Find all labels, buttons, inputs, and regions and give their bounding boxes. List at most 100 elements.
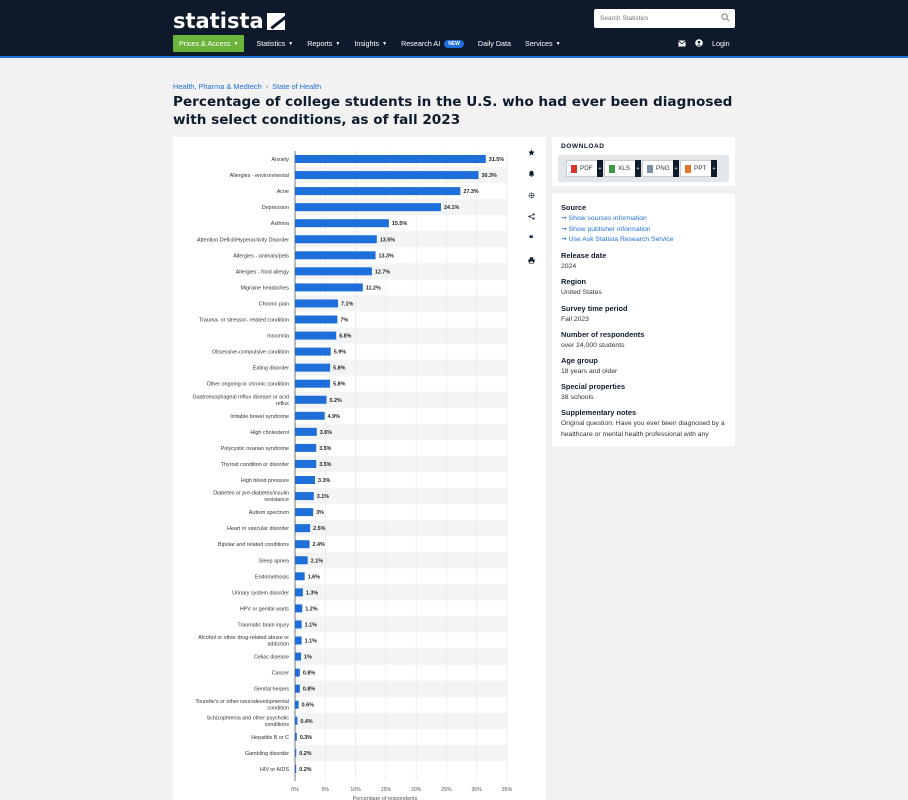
download-ppt-button[interactable]: PPT + bbox=[680, 160, 717, 177]
chevron-down-icon: ▼ bbox=[288, 40, 294, 47]
chevron-down-icon: ▼ bbox=[382, 40, 388, 47]
download-label: PDF bbox=[580, 165, 593, 172]
nav-insights[interactable]: Insights ▼ bbox=[354, 39, 387, 48]
nav-label: Statistics bbox=[256, 39, 286, 48]
nav-label: Insights bbox=[354, 39, 380, 48]
data-label: 2.1% bbox=[311, 558, 323, 564]
page-title: Percentage of college students in the U.… bbox=[173, 94, 733, 128]
bar bbox=[295, 604, 303, 613]
data-label: 30.3% bbox=[482, 173, 497, 179]
data-label: 15.5% bbox=[392, 221, 407, 227]
y-tick-label: Asthma bbox=[271, 221, 289, 227]
survey-period-label: Survey time period bbox=[561, 304, 628, 313]
data-label: 1.6% bbox=[308, 574, 320, 580]
y-tick-label: Anxiety bbox=[271, 157, 289, 163]
favorite-button[interactable] bbox=[521, 143, 541, 161]
y-tick-label-line: conditions bbox=[265, 722, 290, 728]
data-label: 0.8% bbox=[303, 687, 315, 693]
show-publisher-link[interactable]: ➞ Show publisher information bbox=[561, 225, 674, 236]
nav-statistics[interactable]: Statistics ▼ bbox=[256, 39, 293, 48]
bar bbox=[295, 283, 363, 292]
special-properties-value: 38 schools bbox=[561, 394, 594, 401]
show-sources-link[interactable]: ➞ Show sources information bbox=[561, 214, 674, 225]
download-png-button[interactable]: PNG + bbox=[642, 160, 679, 177]
bar bbox=[295, 427, 317, 436]
bar bbox=[295, 395, 327, 404]
share-button[interactable] bbox=[521, 207, 541, 226]
y-tick-label-line: Tourette's or other neurodevelopmental bbox=[195, 699, 289, 705]
bar bbox=[295, 235, 377, 244]
y-tick-label: Cancer bbox=[272, 671, 290, 677]
printer-icon bbox=[527, 257, 535, 264]
respondents-value: over 24,000 students bbox=[561, 342, 625, 349]
ask-research-service-link[interactable]: ➞ Use Ask Statista Research Service bbox=[561, 235, 674, 246]
bar bbox=[295, 315, 338, 324]
nav-label: Daily Data bbox=[477, 39, 512, 48]
xls-file-icon bbox=[609, 164, 615, 173]
bar bbox=[295, 636, 302, 645]
y-tick-label: Urinary system disorder bbox=[232, 590, 289, 596]
row-stripe bbox=[295, 391, 507, 408]
x-tick-label: 20% bbox=[411, 787, 422, 793]
bar bbox=[295, 331, 337, 340]
survey-period-section: Survey time period Fall 2023 bbox=[561, 304, 628, 326]
supplementary-notes-label: Supplementary notes bbox=[561, 408, 637, 417]
data-label: 3% bbox=[316, 510, 324, 516]
y-tick-label: Insomnia bbox=[267, 334, 289, 340]
data-label: 1.2% bbox=[305, 606, 317, 612]
settings-button[interactable] bbox=[521, 186, 541, 205]
data-label: 5.2% bbox=[329, 398, 341, 404]
y-tick-label: Alcohol or other drug-related abuse or ad… bbox=[198, 635, 289, 648]
x-axis-label: Percentage of respondents bbox=[353, 796, 418, 800]
bar bbox=[295, 443, 317, 452]
search-input[interactable] bbox=[600, 12, 715, 25]
login-link[interactable]: Login bbox=[712, 39, 730, 48]
user-icon[interactable] bbox=[695, 39, 703, 47]
nav-daily-data[interactable]: Daily Data bbox=[478, 39, 511, 48]
y-tick-label: HIV or AIDS bbox=[260, 767, 289, 773]
y-tick-label: Schizophrenia and other psychotic conditi… bbox=[207, 715, 290, 728]
statista-logo[interactable]: statista bbox=[173, 9, 285, 33]
bar-chart: 0% 5% 10% 15% 20% 25% 30% 35% 31.5% Anxiety 30.3% A… bbox=[193, 151, 513, 800]
search-icon[interactable] bbox=[721, 13, 730, 22]
nav-research-ai[interactable]: Research AI NEW bbox=[401, 39, 464, 48]
print-button[interactable] bbox=[521, 251, 541, 270]
nav-prices-access[interactable]: Prices & Access ▼ bbox=[173, 35, 245, 52]
bar bbox=[295, 508, 314, 517]
row-stripe bbox=[295, 584, 507, 601]
cite-button[interactable]: ❝ bbox=[521, 229, 541, 248]
bar bbox=[295, 251, 376, 260]
data-label: 0.4% bbox=[300, 719, 312, 725]
breadcrumb-item[interactable]: Health, Pharma & Medtech bbox=[173, 82, 262, 91]
chevron-down-icon: ▼ bbox=[335, 40, 341, 47]
age-group-label: Age group bbox=[561, 356, 598, 365]
y-tick-label: Allergies - food allergy bbox=[236, 269, 290, 275]
star-icon bbox=[527, 148, 535, 156]
notification-button[interactable] bbox=[521, 164, 541, 183]
nav-services[interactable]: Services ▼ bbox=[525, 39, 561, 48]
y-tick-label-line: Gastroesophageal reflux disease or acid bbox=[193, 394, 290, 400]
y-tick-label: Polycystic ovarian syndrome bbox=[221, 446, 289, 452]
plus-icon: + bbox=[673, 160, 679, 177]
nav-reports[interactable]: Reports ▼ bbox=[307, 39, 340, 48]
bar bbox=[295, 684, 300, 693]
data-label: 7% bbox=[340, 318, 348, 324]
bar bbox=[295, 588, 303, 597]
mail-icon[interactable] bbox=[678, 40, 686, 47]
plus-icon: + bbox=[635, 160, 641, 177]
bar bbox=[295, 652, 302, 661]
y-tick-label: Eating disorder bbox=[253, 366, 289, 372]
data-label: 24.1% bbox=[444, 205, 459, 211]
breadcrumb-item[interactable]: State of Health bbox=[272, 82, 322, 91]
bell-icon bbox=[528, 170, 534, 178]
download-pdf-button[interactable]: PDF + bbox=[566, 160, 603, 177]
row-stripe bbox=[295, 327, 507, 344]
data-label: 2.4% bbox=[313, 542, 325, 548]
y-tick-label: Irritable bowel syndrome bbox=[230, 414, 289, 420]
bar bbox=[295, 620, 302, 629]
x-tick-label: 5% bbox=[322, 787, 330, 793]
download-xls-button[interactable]: XLS + bbox=[604, 160, 641, 177]
logo-text: statista bbox=[173, 9, 264, 33]
row-stripe bbox=[295, 680, 507, 697]
data-label: 7.1% bbox=[341, 301, 353, 307]
